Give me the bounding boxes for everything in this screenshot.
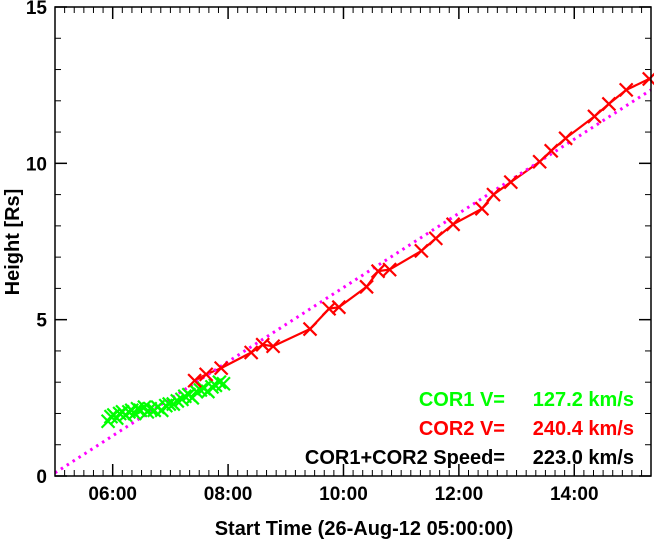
cor1-point [216,376,231,392]
cor2-point [543,143,559,159]
cor1-point [204,379,220,395]
cor2-point [601,96,617,112]
cor2-marker-stroke [321,301,337,317]
y-tick-label: 10 [26,154,47,175]
cor2-marker-stroke [302,321,318,337]
cor2-point [558,131,573,146]
cor1-speed-value: 127.2 km/s [533,389,634,411]
axes: 06:00 08:00 10:00 12:00 14:00 0 5 10 15 [26,0,652,505]
combined-speed-value: 223.0 km/s [533,447,634,469]
cor1-point [161,396,177,412]
cor2-marker-stroke [445,217,461,232]
cor2-point [213,360,229,376]
cor2-marker-stroke [587,109,602,124]
cor2-marker-stroke [382,262,397,277]
cor2-point [503,174,519,190]
cor1-point [170,393,185,409]
cor1-marker-stroke [193,382,208,398]
cor2-series-line [194,77,650,382]
x-axis-label: Start Time (26-Aug-12 05:00:00) [215,518,514,540]
cor2-marker-stroke [243,345,259,360]
cor2-marker-stroke [486,187,501,202]
cor2-point [618,82,634,98]
cor2-point [382,262,397,277]
cor2-marker-stroke [359,279,374,295]
combined-speed-label: COR1+COR2 Speed= [305,447,505,469]
cor1-marker-stroke [170,393,185,409]
cor2-marker-stroke [370,263,386,279]
x-tick-label: 14:00 [550,484,599,505]
cor1-marker-stroke [204,379,220,395]
x-tick-label: 06:00 [88,484,137,505]
cor2-point [641,71,654,87]
cor2-marker-stroke [618,82,634,98]
y-tick-label: 5 [36,311,47,332]
cor2-marker-stroke [198,367,214,382]
cor2-marker-stroke [428,231,444,246]
cor1-speed-label: COR1 V= [419,389,505,411]
cor2-speed-label: COR2 V= [419,418,505,440]
cor1-marker-stroke [177,388,193,404]
cor2-marker-stroke [474,201,490,216]
cor1-marker-stroke [212,374,227,390]
y-tick-label: 15 [26,0,48,19]
cor2-marker-stroke [503,174,519,190]
cor2-marker-stroke [558,131,573,146]
cor1-marker-stroke [137,399,152,415]
cor2-marker-stroke [414,243,429,259]
cor2-marker-stroke [187,373,202,388]
cor2-point [187,373,202,388]
cor2-marker-stroke [213,360,229,376]
cor2-point [265,338,281,354]
cor1-marker-stroke [161,396,177,412]
cor2-point [474,201,490,216]
cor2-point [243,345,259,360]
cor2-marker-stroke [543,143,559,159]
annotation-cor2: COR2 V= 240.4 km/s [419,418,634,440]
cor2-point [331,299,347,315]
cor2-point [198,367,214,382]
cor2-point [532,154,547,170]
cor2-point [486,187,501,202]
cor2-marker-stroke [265,338,281,354]
cor1-point [212,374,227,390]
cor2-point [428,231,444,246]
cor2-marker-stroke [331,299,347,315]
annotation-combined: COR1+COR2 Speed= 223.0 km/s [305,447,634,469]
fit-line [54,88,652,475]
cor2-point [302,321,318,337]
x-tick-label: 12:00 [435,484,484,505]
cor2-marker-stroke [601,96,617,112]
data-markers [100,71,654,429]
y-axis-label: Height [Rs] [2,189,24,296]
x-tick-label: 08:00 [204,484,253,505]
cor2-point [445,217,461,232]
annotation-cor1: COR1 V= 127.2 km/s [419,389,634,411]
cor2-point [587,109,602,124]
x-tick-label: 10:00 [319,484,368,505]
cor2-point [359,279,374,295]
cor2-speed-value: 240.4 km/s [533,418,634,440]
cor2-marker-stroke [532,154,547,170]
cor1-marker-stroke [216,376,231,392]
y-tick-label: 0 [36,467,47,488]
cor2-point [414,243,429,259]
cor2-point [370,263,386,279]
